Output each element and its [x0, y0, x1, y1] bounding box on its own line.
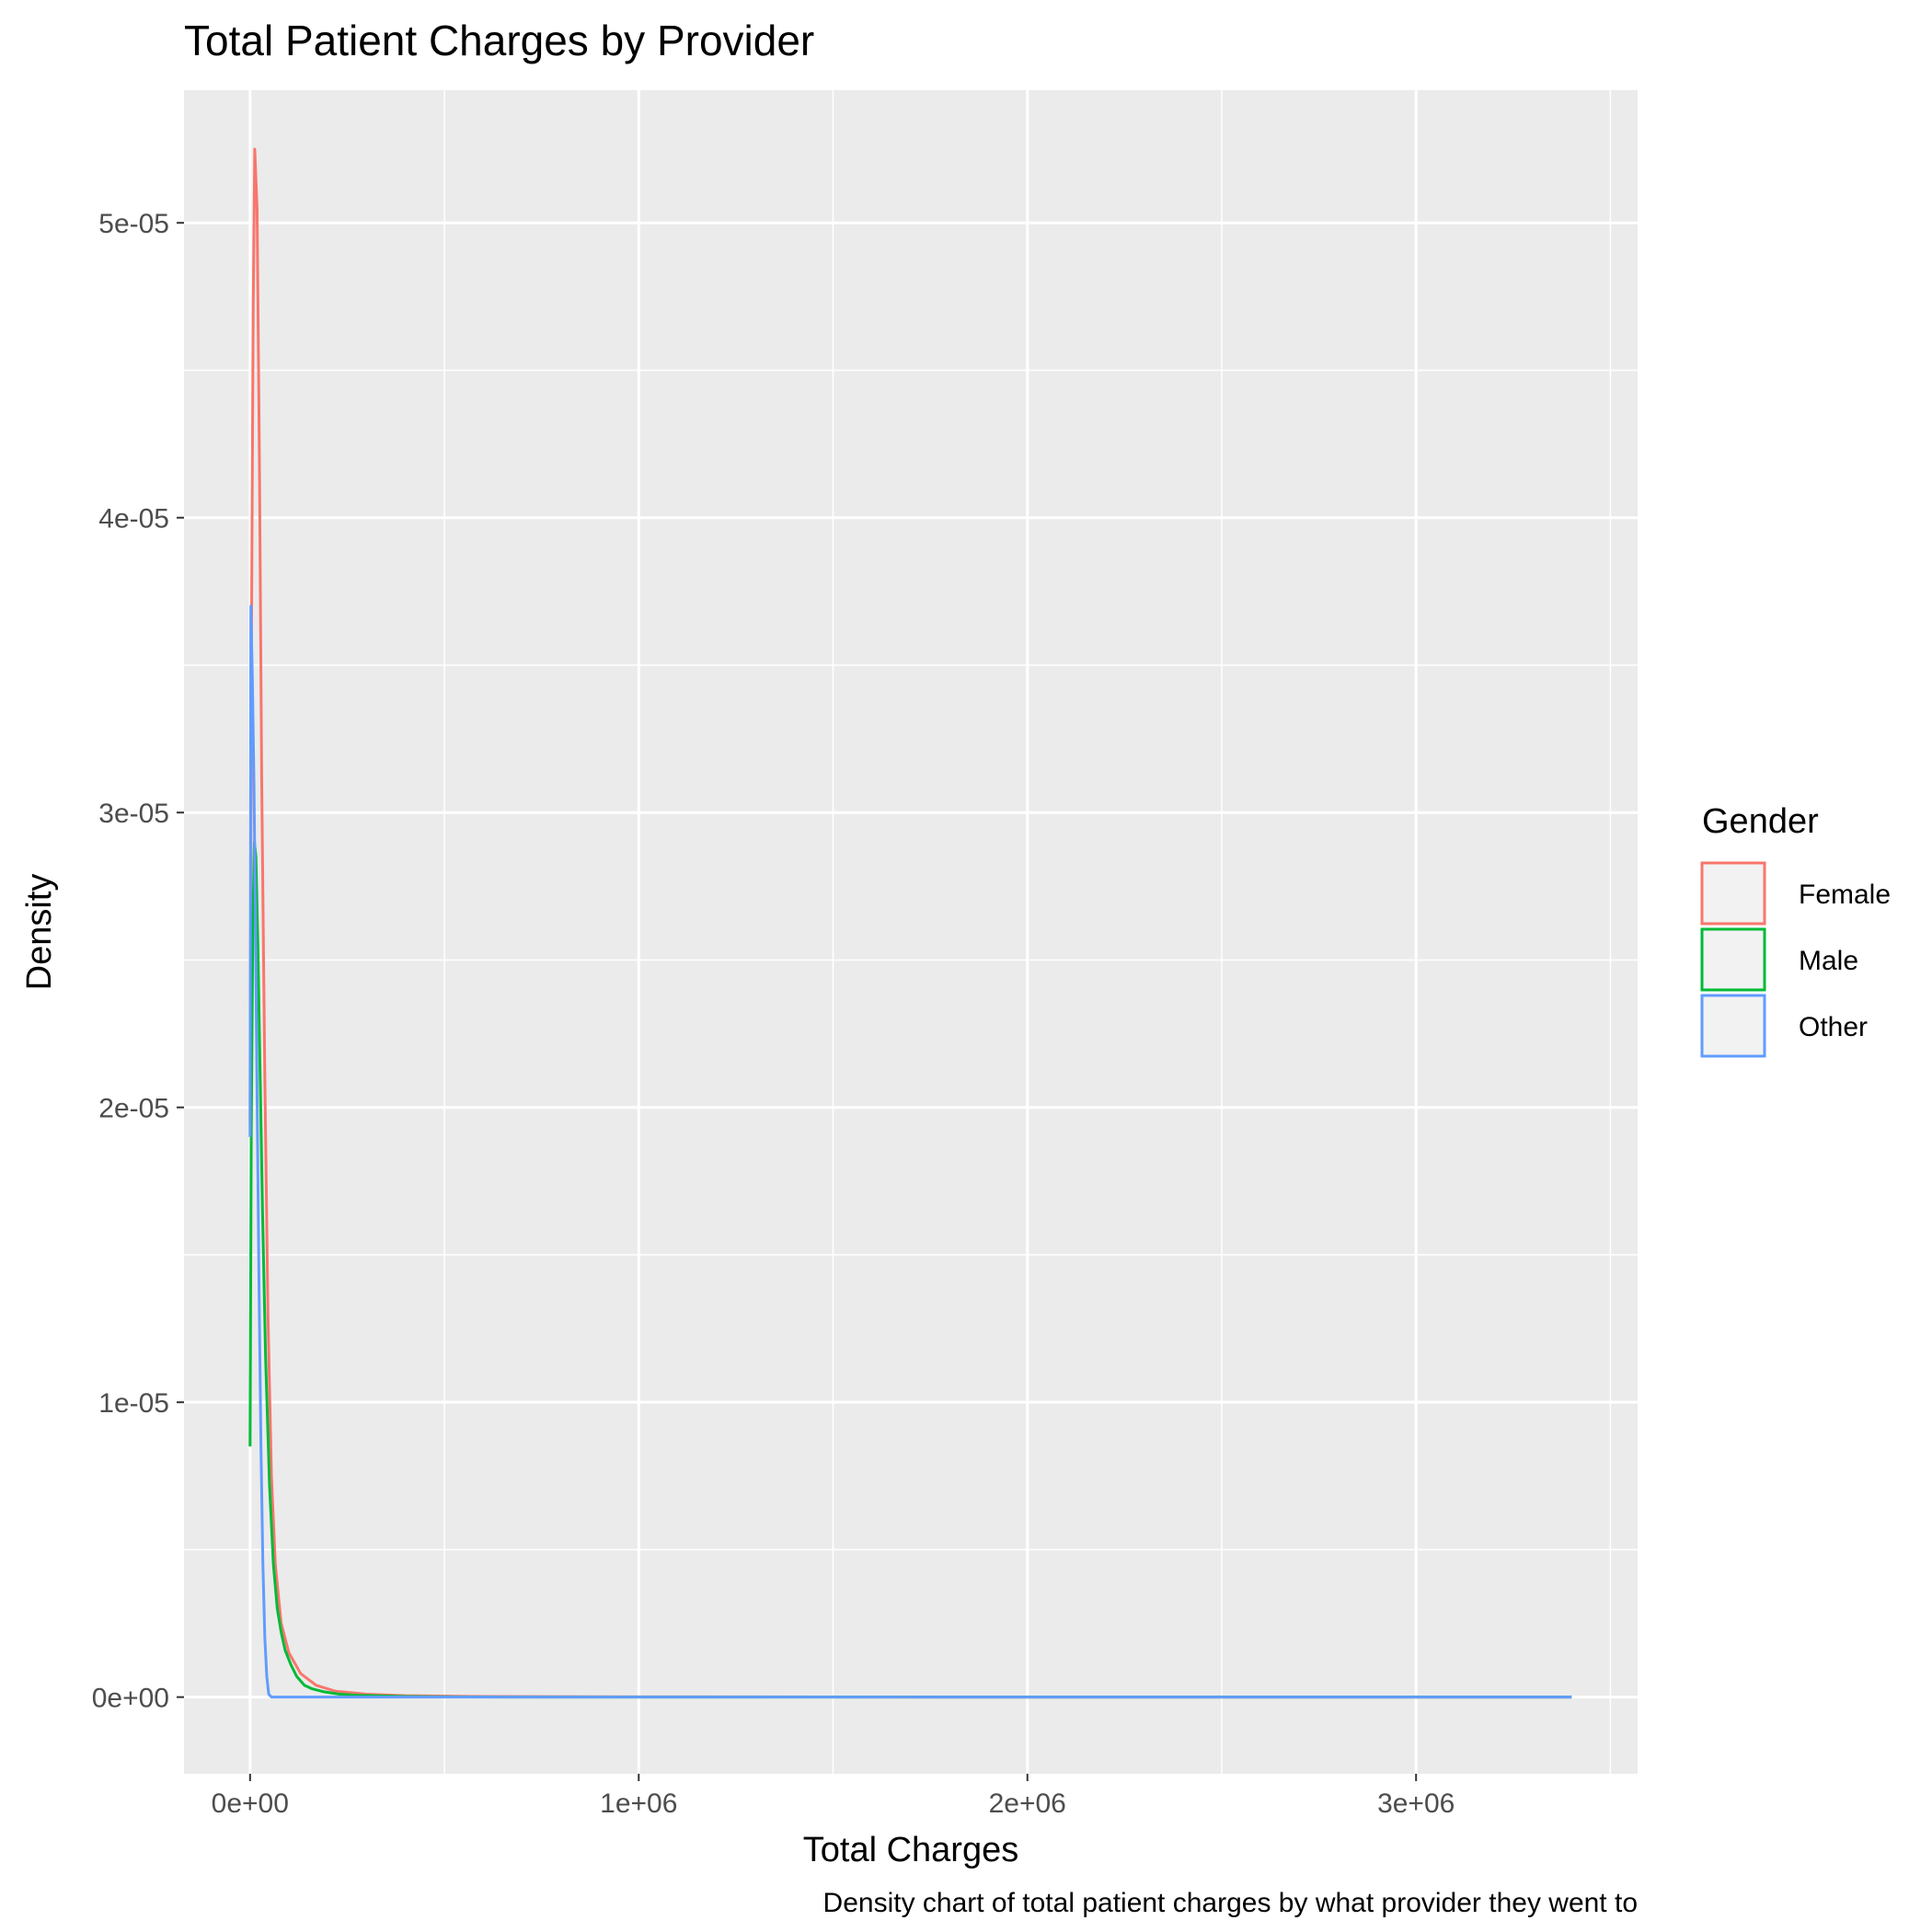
legend-key-other [1700, 994, 1766, 1058]
x-tick-label: 3e+06 [1377, 1788, 1455, 1819]
legend-label: Female [1799, 880, 1891, 910]
y-tick-label: 1e-05 [98, 1388, 169, 1419]
legend-key-male [1700, 927, 1766, 992]
y-tick-label: 4e-05 [98, 504, 169, 535]
y-axis-ticks: 0e+00 1e-05 2e-05 3e-05 4e-05 5e-05 [92, 209, 184, 1714]
legend-label: Other [1799, 1012, 1868, 1042]
legend-label: Male [1799, 946, 1858, 976]
legend: Female Male Other [1700, 861, 1891, 1058]
chart-title: Total Patient Charges by Provider [184, 17, 814, 64]
y-tick-label: 3e-05 [98, 799, 169, 829]
plot-panel [184, 90, 1638, 1774]
minor-gridlines [184, 90, 1638, 1774]
x-tick-label: 1e+06 [600, 1788, 677, 1819]
x-axis-ticks: 0e+00 1e+06 2e+06 3e+06 [212, 1774, 1455, 1819]
x-tick-label: 0e+00 [212, 1788, 289, 1819]
y-tick-label: 5e-05 [98, 209, 169, 239]
y-tick-label: 2e-05 [98, 1094, 169, 1124]
legend-key-female [1700, 861, 1766, 926]
y-tick-label: 0e+00 [92, 1684, 169, 1714]
y-axis-title: Density [20, 874, 59, 991]
density-line-other [248, 604, 1572, 1699]
legend-title: Gender [1702, 802, 1819, 841]
x-tick-label: 2e+06 [989, 1788, 1066, 1819]
density-lines [248, 147, 1572, 1699]
x-axis-title: Total Charges [803, 1831, 1018, 1869]
chart-caption: Density chart of total patient charges b… [823, 1888, 1638, 1918]
